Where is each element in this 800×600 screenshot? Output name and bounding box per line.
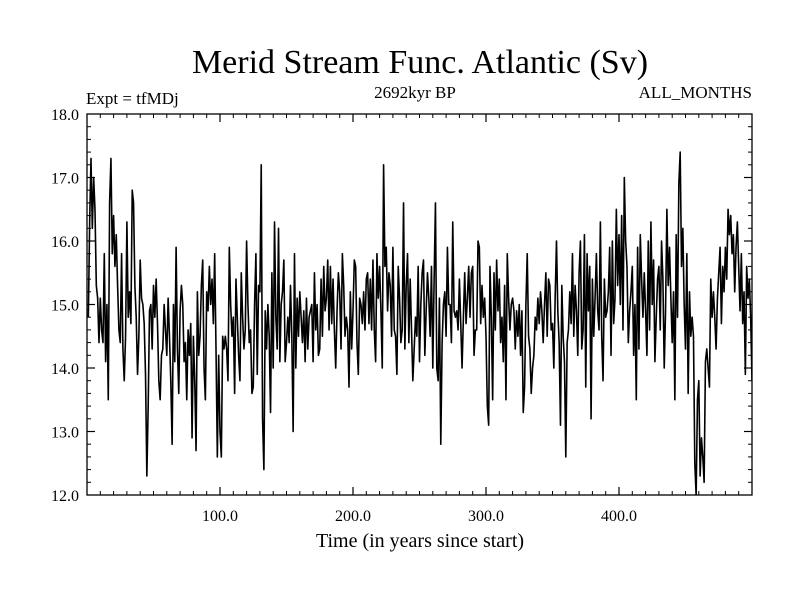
x-tick-label: 100.0 [202, 508, 238, 525]
x-tick-label: 300.0 [468, 508, 504, 525]
y-tick-label: 16.0 [51, 234, 79, 251]
y-tick-label: 17.0 [51, 171, 79, 188]
experiment-label: Expt = tfMDj [86, 89, 179, 108]
y-tick-label: 18.0 [51, 107, 79, 124]
plot-frame [86, 113, 753, 496]
y-tick-label: 14.0 [51, 361, 79, 378]
series-line [87, 151, 752, 495]
months-label: ALL_MONTHS [639, 83, 752, 102]
y-axis: 12.0 13.0 14.0 15.0 16.0 17.0 18.0 [51, 107, 752, 505]
y-tick-label: 13.0 [51, 425, 79, 442]
time-period-label: 2692kyr BP [374, 83, 456, 102]
x-tick-label: 400.0 [601, 508, 637, 525]
y-tick-label: 15.0 [51, 298, 79, 315]
x-axis: 100.0 200.0 300.0 400.0 [99, 114, 740, 525]
x-axis-title: Time (in years since start) [316, 530, 524, 552]
x-tick-label: 200.0 [335, 508, 371, 525]
y-tick-label: 12.0 [51, 488, 79, 505]
chart-title: Merid Stream Func. Atlantic (Sv) [192, 44, 648, 81]
